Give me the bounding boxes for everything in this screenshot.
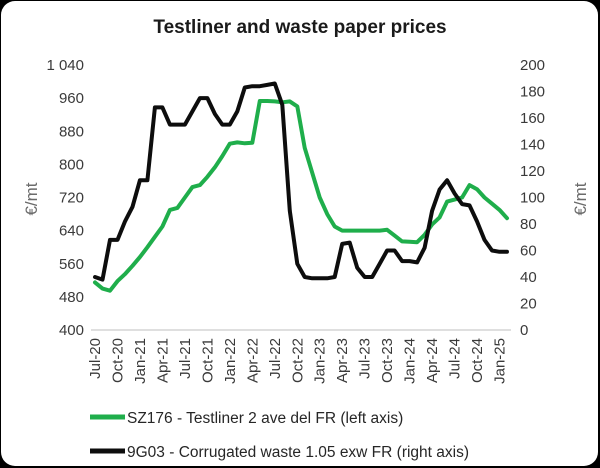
legend-label-corrugated-waste: 9G03 - Corrugated waste 1.05 exw FR (rig… bbox=[127, 444, 469, 461]
series-line-testliner bbox=[93, 99, 509, 293]
left-tick-label: 560 bbox=[59, 256, 84, 273]
right-axis-ticks: 0 20 40 60 80 100 120 140 160 180 200 bbox=[520, 57, 545, 339]
x-tick-label: Jul-23 bbox=[357, 338, 374, 379]
left-tick-label: 400 bbox=[59, 322, 84, 339]
x-tick-label: Jul-20 bbox=[87, 338, 104, 379]
chart-title: Testliner and waste paper prices bbox=[153, 17, 447, 38]
x-tick-label: Jul-22 bbox=[267, 338, 284, 379]
x-tick-label: Jan-24 bbox=[402, 338, 419, 384]
left-tick-label: 800 bbox=[59, 156, 84, 173]
right-tick-label: 160 bbox=[520, 110, 545, 127]
x-tick-label: Apr-21 bbox=[154, 338, 171, 383]
x-tick-label: Jan-22 bbox=[222, 338, 239, 384]
right-tick-label: 100 bbox=[520, 190, 545, 207]
left-tick-label: 960 bbox=[59, 90, 84, 107]
right-tick-label: 180 bbox=[520, 84, 545, 101]
series-lines bbox=[93, 81, 509, 293]
right-tick-label: 60 bbox=[520, 243, 537, 260]
right-tick-label: 0 bbox=[520, 322, 528, 339]
x-tick-label: Oct-20 bbox=[109, 338, 126, 383]
x-tick-label: Jul-21 bbox=[177, 338, 194, 379]
x-tick-label: Jul-24 bbox=[447, 338, 464, 379]
x-tick-label: Jan-21 bbox=[132, 338, 149, 384]
right-tick-label: 80 bbox=[520, 216, 537, 233]
left-tick-label: 720 bbox=[59, 190, 84, 207]
left-tick-label: 880 bbox=[59, 123, 84, 140]
right-tick-label: 140 bbox=[520, 137, 545, 154]
right-tick-label: 200 bbox=[520, 57, 545, 74]
left-axis-label: €/mt bbox=[22, 182, 41, 215]
x-tick-label: Jan-23 bbox=[312, 338, 329, 384]
left-axis-ticks: 400 480 560 640 720 800 880 960 1 040 bbox=[46, 57, 84, 339]
x-tick-label: Apr-23 bbox=[334, 338, 351, 383]
left-tick-label: 1 040 bbox=[46, 57, 84, 74]
x-tick-label: Oct-21 bbox=[199, 338, 216, 383]
x-tick-label: Oct-22 bbox=[289, 338, 306, 383]
x-tick-label: Oct-23 bbox=[379, 338, 396, 383]
right-tick-label: 20 bbox=[520, 296, 537, 313]
legend-label-testliner: SZ176 - Testliner 2 ave del FR (left axi… bbox=[127, 410, 403, 427]
left-tick-label: 480 bbox=[59, 289, 84, 306]
series-line-corrugated-waste bbox=[93, 81, 509, 282]
left-tick-label: 640 bbox=[59, 223, 84, 240]
right-tick-label: 120 bbox=[520, 163, 545, 180]
x-tick-label: Jan-25 bbox=[492, 338, 509, 384]
x-tick-label: Apr-24 bbox=[424, 338, 441, 383]
x-tick-label: Oct-24 bbox=[469, 338, 486, 383]
x-tick-label: Apr-22 bbox=[244, 338, 261, 383]
legend: SZ176 - Testliner 2 ave del FR (left axi… bbox=[90, 410, 469, 461]
x-axis-ticks: Jul-20 Oct-20 Jan-21 Apr-21 Jul-21 Oct-21 Jan-… bbox=[87, 338, 509, 384]
right-axis-label: €/mt bbox=[571, 182, 590, 215]
right-tick-label: 40 bbox=[520, 269, 537, 286]
